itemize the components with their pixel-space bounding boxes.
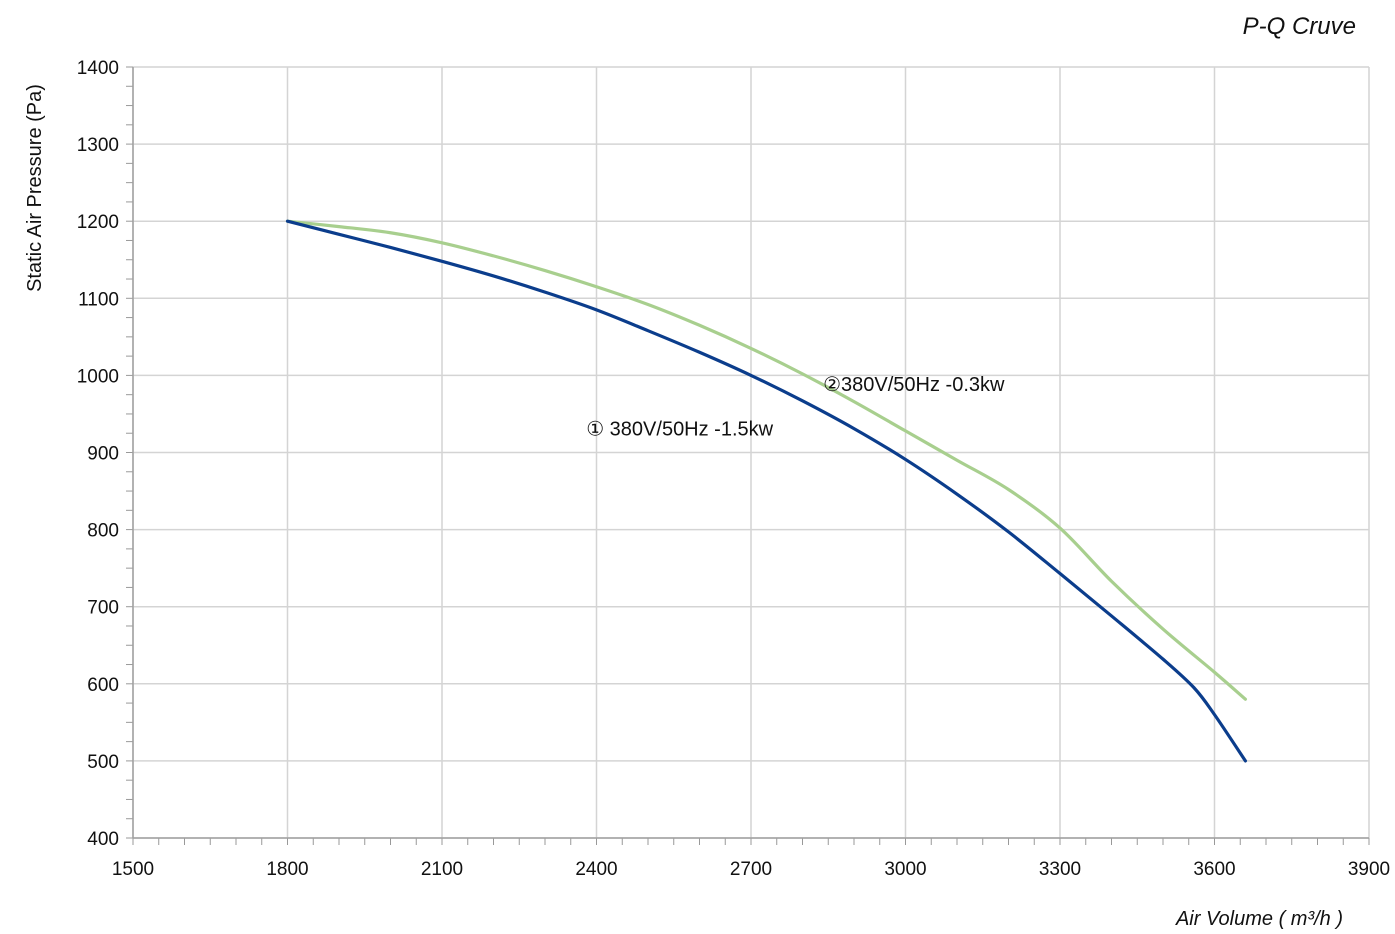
y-axis-label: Static Air Pressure (Pa) [24,84,46,292]
y-tick-label: 600 [87,675,119,696]
x-tick-label: 2700 [730,859,772,880]
y-tick-label: 1400 [77,58,119,79]
y-tick-label: 1300 [77,135,119,156]
labels-layer: P-Q Cruve Air Volume ( m³/h ) Static Air… [24,13,1356,930]
series-layer [285,219,1247,763]
series-line-2 [285,219,1247,701]
axes-layer: 1500 1800 2100 2400 2700 3000 3300 3600 3900 400 5… [77,58,1390,880]
y-tick-label: 500 [87,752,119,773]
chart-title: P-Q Cruve [1243,13,1356,40]
x-tick-label: 3300 [1039,859,1081,880]
x-tick-label: 1500 [112,859,154,880]
series-annotation-2: ②380V/50Hz -0.3kw [823,374,1005,396]
x-tick-label: 2400 [575,859,617,880]
x-tick-label: 3900 [1348,859,1390,880]
x-tick-label: 1800 [266,859,308,880]
y-tick-label: 800 [87,521,119,542]
y-tick-label: 1000 [77,366,119,387]
series-annotation-1: ① 380V/50Hz -1.5kw [586,419,773,441]
y-tick-label: 700 [87,598,119,619]
x-tick-label: 3000 [884,859,926,880]
annotation-layer: ① 380V/50Hz -1.5kw ②380V/50Hz -0.3kw [586,374,1005,441]
grid-layer [132,66,1370,839]
x-axis-label: Air Volume ( m³/h ) [1175,908,1343,930]
x-tick-label: 2100 [421,859,463,880]
series-line-1 [285,219,1247,763]
y-tick-label: 400 [87,829,119,850]
y-tick-label: 1200 [77,212,119,233]
y-tick-label: 1100 [78,289,119,310]
x-tick-label: 3600 [1193,859,1235,880]
y-tick-label: 900 [87,444,119,465]
